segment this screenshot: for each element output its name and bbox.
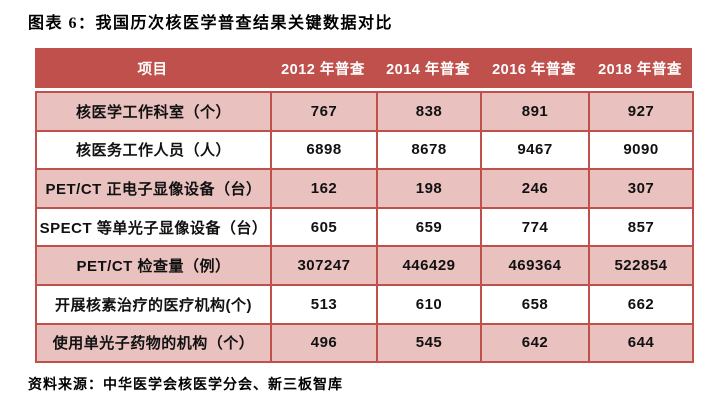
table-row: 核医务工作人员（人） 6898 8678 9467 9090 bbox=[35, 129, 694, 171]
survey-data-table: 核医学工作科室（个） 767 838 891 927 核医务工作人员（人） 68… bbox=[35, 91, 694, 364]
table-cell: 662 bbox=[588, 283, 694, 325]
table-cell: 838 bbox=[376, 91, 482, 132]
table-cell: 446429 bbox=[376, 245, 482, 286]
column-header-2014: 2014 年普查 bbox=[386, 61, 470, 78]
table-cell: 513 bbox=[270, 283, 378, 325]
table-cell: 469364 bbox=[480, 245, 590, 286]
row-label: 开展核素治疗的医疗机构(个) bbox=[35, 283, 272, 325]
source-note: 资料来源：中华医学会核医学分会、新三板智库 bbox=[28, 378, 343, 393]
table-cell: 6898 bbox=[270, 129, 378, 171]
table-cell: 9467 bbox=[480, 129, 590, 171]
table-cell: 198 bbox=[376, 168, 482, 209]
table-row: 核医学工作科室（个） 767 838 891 927 bbox=[35, 91, 694, 132]
table-cell: 9090 bbox=[588, 129, 694, 171]
table-cell: 610 bbox=[376, 283, 482, 325]
column-header-item: 项目 bbox=[137, 61, 168, 78]
table-cell: 659 bbox=[376, 206, 482, 248]
row-label: SPECT 等单光子显像设备（台） bbox=[35, 206, 272, 248]
table-cell: 605 bbox=[270, 206, 378, 248]
table-cell: 891 bbox=[480, 91, 590, 132]
table-row: PET/CT 检查量（例） 307247 446429 469364 52285… bbox=[35, 245, 694, 286]
column-header-2012: 2012 年普查 bbox=[281, 61, 365, 78]
table-cell: 644 bbox=[588, 322, 694, 364]
column-header-2018: 2018 年普查 bbox=[598, 61, 682, 78]
table-cell: 307 bbox=[588, 168, 694, 209]
row-label: PET/CT 正电子显像设备（台） bbox=[35, 168, 272, 209]
column-header-2016: 2016 年普查 bbox=[492, 61, 576, 78]
row-label: 核医学工作科室（个） bbox=[35, 91, 272, 132]
table-cell: 246 bbox=[480, 168, 590, 209]
table-cell: 774 bbox=[480, 206, 590, 248]
table-cell: 857 bbox=[588, 206, 694, 248]
table-header-row: 项目 2012 年普查 2014 年普查 2016 年普查 2018 年普查 bbox=[35, 48, 692, 88]
row-label: PET/CT 检查量（例） bbox=[35, 245, 272, 286]
table-row: 使用单光子药物的机构（个） 496 545 642 644 bbox=[35, 322, 694, 364]
table-cell: 545 bbox=[376, 322, 482, 364]
figure-title: 图表 6：我国历次核医学普查结果关键数据对比 bbox=[28, 15, 394, 32]
table-row: SPECT 等单光子显像设备（台） 605 659 774 857 bbox=[35, 206, 694, 248]
table-row: 开展核素治疗的医疗机构(个) 513 610 658 662 bbox=[35, 283, 694, 325]
table-cell: 307247 bbox=[270, 245, 378, 286]
table-cell: 8678 bbox=[376, 129, 482, 171]
table-cell: 767 bbox=[270, 91, 378, 132]
table-cell: 496 bbox=[270, 322, 378, 364]
table-cell: 642 bbox=[480, 322, 590, 364]
table-cell: 658 bbox=[480, 283, 590, 325]
row-label: 使用单光子药物的机构（个） bbox=[35, 322, 272, 364]
table-cell: 927 bbox=[588, 91, 694, 132]
table-cell: 162 bbox=[270, 168, 378, 209]
row-label: 核医务工作人员（人） bbox=[35, 129, 272, 171]
table-row: PET/CT 正电子显像设备（台） 162 198 246 307 bbox=[35, 168, 694, 209]
table-cell: 522854 bbox=[588, 245, 694, 286]
